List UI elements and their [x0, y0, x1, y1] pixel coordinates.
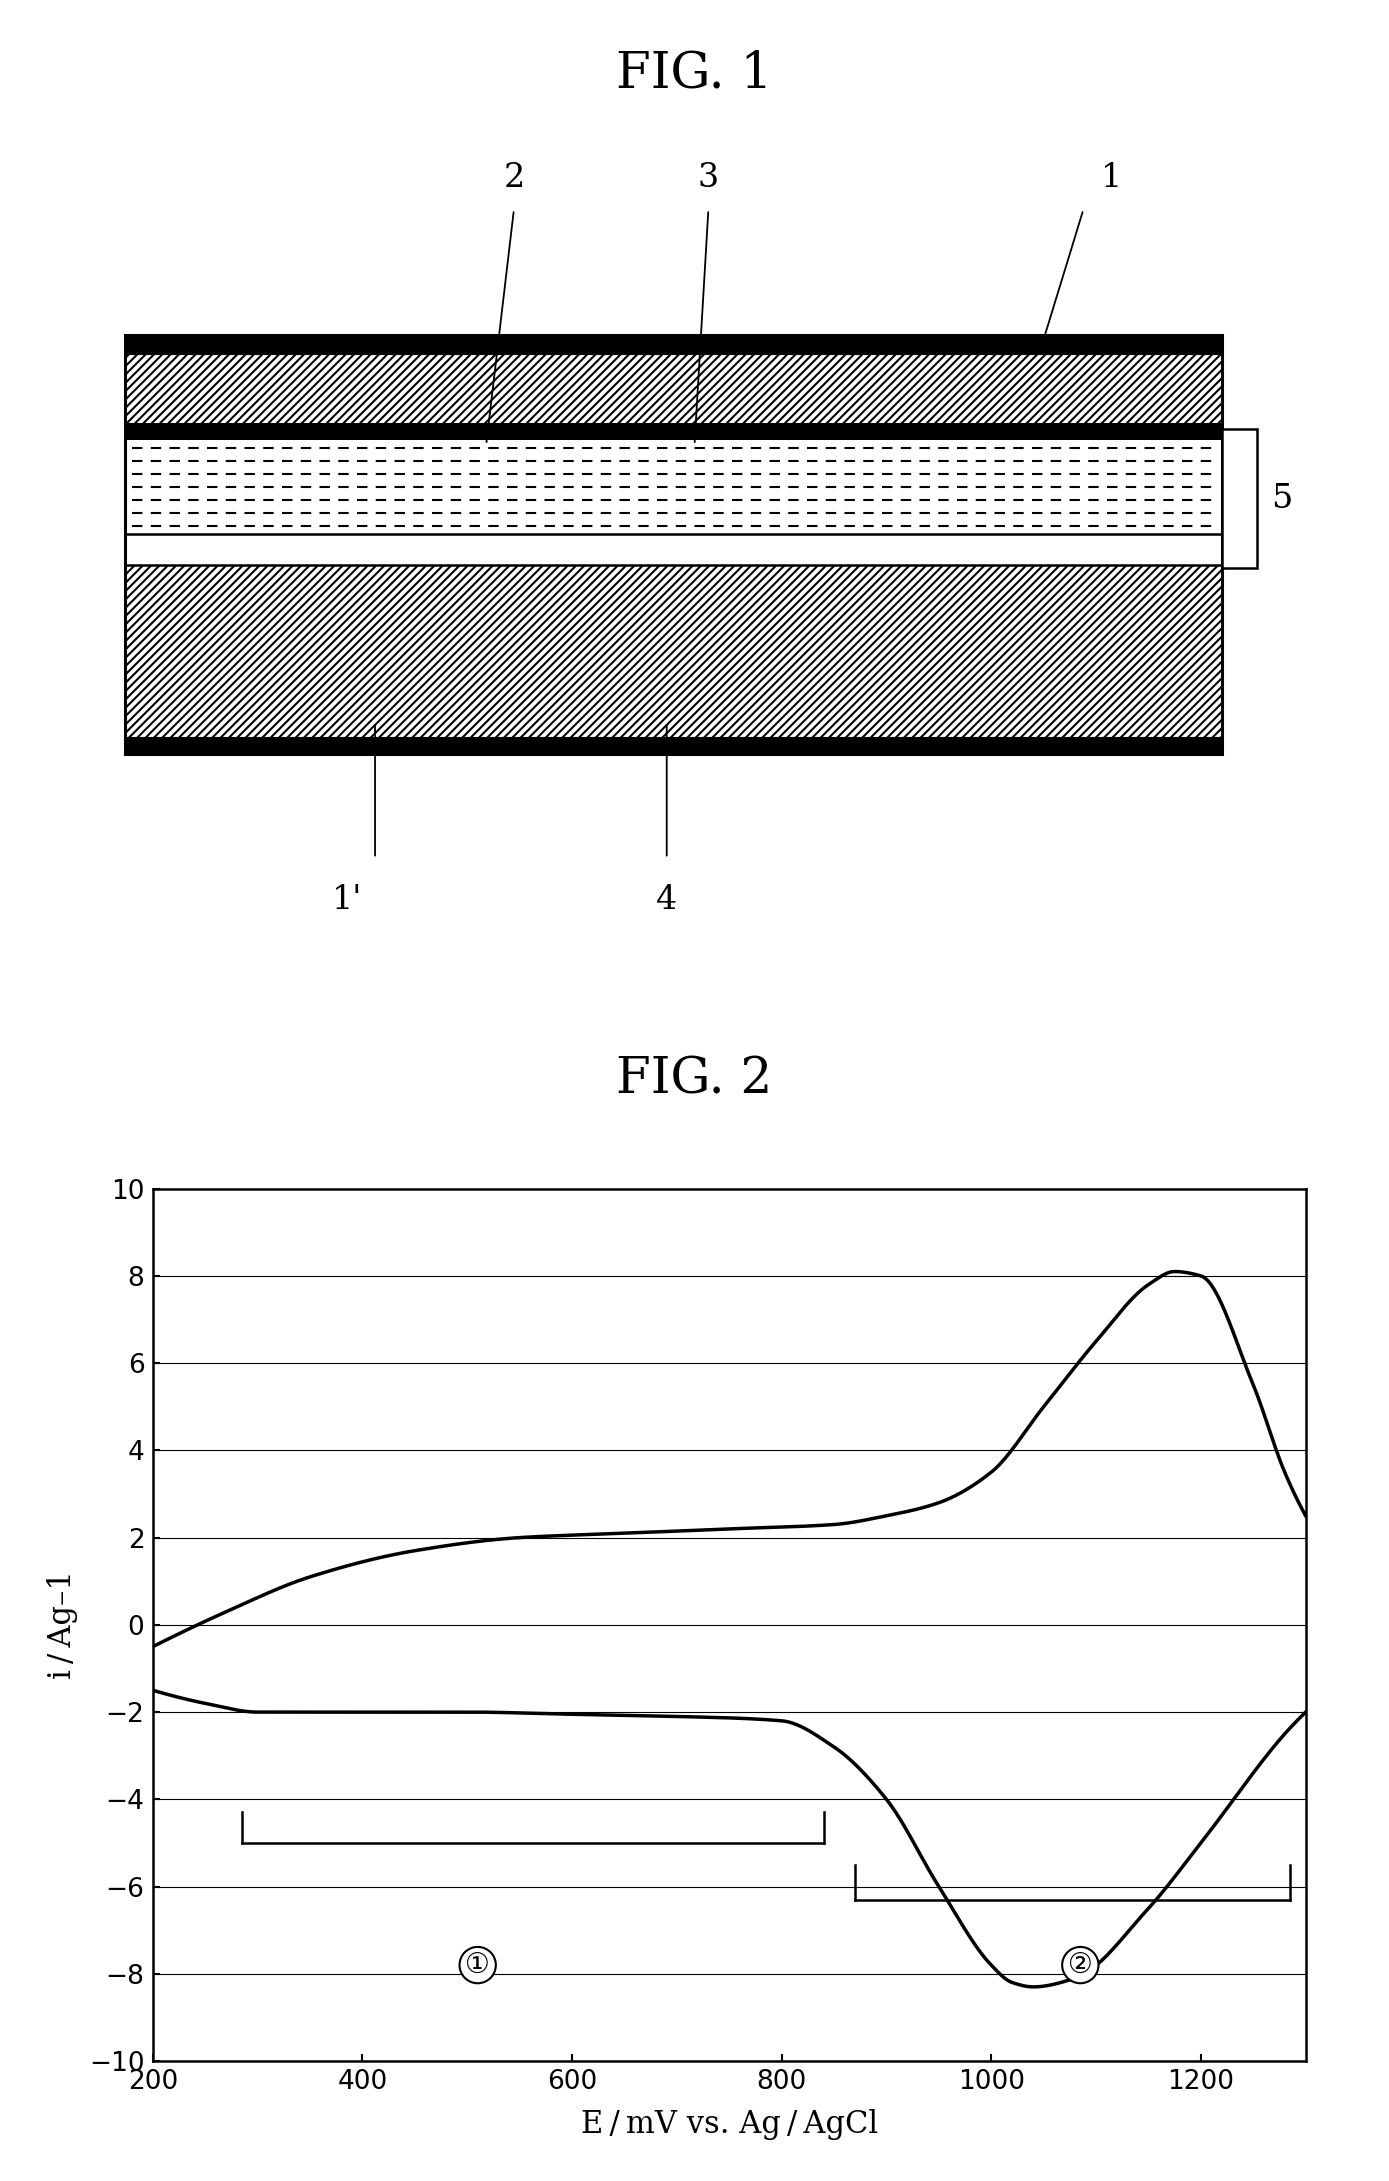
Bar — [125, 336, 1222, 353]
Bar — [125, 565, 1222, 737]
Bar — [125, 353, 1222, 441]
Bar — [1222, 430, 1257, 569]
Y-axis label: i / Ag–1: i / Ag–1 — [47, 1570, 78, 1679]
Text: FIG. 2: FIG. 2 — [617, 1056, 772, 1104]
Bar — [125, 565, 1222, 737]
Text: 2: 2 — [503, 161, 525, 194]
Bar — [125, 423, 1222, 441]
X-axis label: E / mV vs. Ag / AgCl: E / mV vs. Ag / AgCl — [581, 2109, 878, 2140]
Text: 5: 5 — [1271, 482, 1292, 515]
Bar — [125, 336, 1222, 755]
Text: 1': 1' — [332, 883, 363, 916]
Text: 1: 1 — [1100, 161, 1122, 194]
Bar — [125, 441, 1222, 534]
Text: 4: 4 — [656, 883, 678, 916]
Text: FIG. 1: FIG. 1 — [617, 48, 772, 98]
Text: ①: ① — [465, 1952, 490, 1978]
Bar — [125, 737, 1222, 755]
Bar — [125, 534, 1222, 565]
Text: 3: 3 — [697, 161, 720, 194]
Bar — [125, 353, 1222, 441]
Text: ②: ② — [1068, 1952, 1093, 1978]
